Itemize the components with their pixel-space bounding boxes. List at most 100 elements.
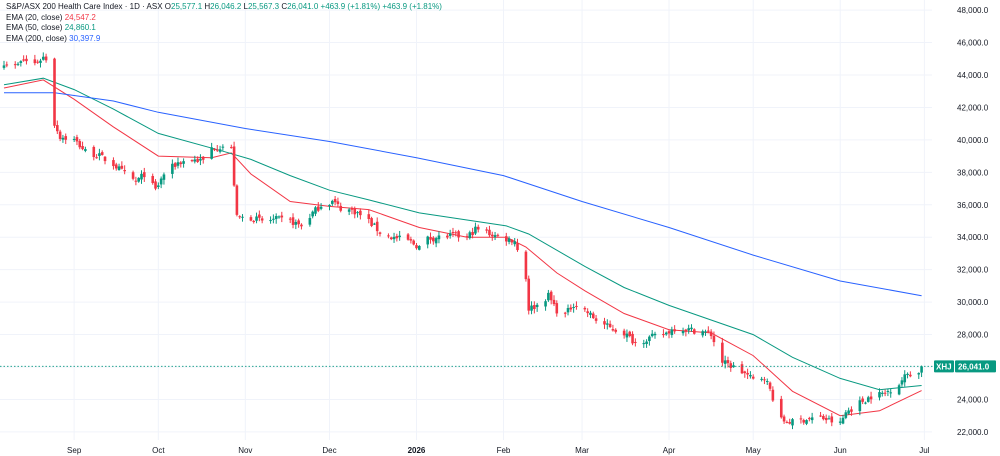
candle xyxy=(782,414,786,424)
candle xyxy=(625,329,629,342)
price-tick-label: 38,000.0 xyxy=(957,168,989,177)
candle-body xyxy=(572,306,575,308)
candle xyxy=(791,418,794,430)
candle xyxy=(886,388,890,397)
candle-body xyxy=(648,336,651,342)
candle-body xyxy=(603,321,606,325)
candle xyxy=(117,163,121,171)
candle-body xyxy=(684,329,688,332)
candle-body xyxy=(507,238,511,242)
candle-body xyxy=(339,205,343,211)
candle xyxy=(392,232,396,243)
candle-body xyxy=(880,392,884,394)
candle-body xyxy=(810,417,814,421)
candle xyxy=(232,141,236,187)
candle-body xyxy=(359,210,362,216)
candle-body xyxy=(367,214,371,220)
time-tick-label: May xyxy=(746,446,761,455)
candle xyxy=(547,289,550,302)
price-tick-label: 30,000.0 xyxy=(957,298,989,307)
candle-body xyxy=(274,216,278,220)
candle xyxy=(22,55,25,62)
candle-body xyxy=(201,156,205,160)
candle xyxy=(667,329,671,339)
legend-ema200-row[interactable]: EMA (200, close) 30,397.9 xyxy=(6,34,442,45)
time-tick-label: Sep xyxy=(67,446,82,455)
candle xyxy=(395,233,399,242)
price-tick-label: 44,000.0 xyxy=(957,71,989,80)
candle xyxy=(432,236,435,245)
price-axis[interactable]: 22,000.024,000.026,000.028,000.030,000.0… xyxy=(957,6,989,437)
candle xyxy=(269,216,272,224)
candle xyxy=(375,217,379,236)
candle xyxy=(897,383,901,396)
candle xyxy=(249,215,253,222)
legend-ema50-row[interactable]: EMA (50, close) 24,860.1 xyxy=(6,23,442,34)
candle xyxy=(221,144,225,151)
candle xyxy=(535,302,539,312)
candle-body xyxy=(39,60,42,63)
candle xyxy=(566,304,570,316)
candle-body xyxy=(883,392,887,394)
candle-body xyxy=(866,397,870,402)
candle xyxy=(429,232,432,244)
candle xyxy=(732,362,735,368)
candle-body xyxy=(496,234,500,236)
candle-body xyxy=(157,185,160,187)
legend-ema20-row[interactable]: EMA (20, close) 24,547.2 xyxy=(6,13,442,24)
candle-body xyxy=(667,331,671,334)
legend-ema200-label: EMA (200, close) xyxy=(6,33,67,43)
candle-body xyxy=(373,223,376,225)
candle xyxy=(591,311,595,320)
time-tick-label: Jul xyxy=(919,446,929,455)
candle-body xyxy=(900,380,904,385)
legend-low: 25,567.3 xyxy=(247,2,280,11)
candle-body xyxy=(886,390,890,392)
candle xyxy=(569,304,573,312)
candle xyxy=(95,154,98,159)
candle xyxy=(614,328,618,334)
candle xyxy=(709,329,713,340)
candle xyxy=(471,227,474,239)
candle xyxy=(622,328,626,339)
candle xyxy=(367,209,371,224)
time-axis[interactable]: Sep Oct Nov Dec 2026 Feb Mar Apr May Jun Jul xyxy=(67,446,930,455)
candle xyxy=(387,233,390,239)
candle-body xyxy=(395,236,399,239)
candle-body xyxy=(143,172,146,178)
candle-body xyxy=(721,342,724,363)
candle xyxy=(628,330,632,338)
candle xyxy=(370,216,373,228)
candle-body xyxy=(412,240,415,245)
candle-body xyxy=(56,125,59,132)
candle-body xyxy=(255,216,258,221)
candle-body xyxy=(277,216,281,218)
candle-body xyxy=(190,160,194,162)
candle xyxy=(847,407,850,415)
price-tick-label: 34,000.0 xyxy=(957,233,989,242)
candle xyxy=(721,337,724,367)
candle xyxy=(645,339,648,348)
candle-body xyxy=(488,229,491,236)
candle xyxy=(712,331,716,347)
candle-body xyxy=(2,65,6,68)
candle-body xyxy=(19,61,23,63)
candle-body xyxy=(628,331,632,336)
candle-body xyxy=(406,234,410,240)
candle xyxy=(406,233,410,241)
candle xyxy=(606,319,609,330)
candle-body xyxy=(650,333,654,337)
candle-body xyxy=(723,360,727,364)
candle-body xyxy=(749,374,752,377)
candle xyxy=(650,330,654,338)
candle xyxy=(437,231,441,244)
candle xyxy=(171,159,174,179)
candle-body xyxy=(524,251,528,280)
candle xyxy=(336,197,340,208)
candle-body xyxy=(451,231,455,234)
candle-body xyxy=(193,159,197,162)
candle xyxy=(457,229,460,242)
candle-body xyxy=(311,211,314,217)
legend-ema20-value: 24,547.2 xyxy=(64,12,96,22)
